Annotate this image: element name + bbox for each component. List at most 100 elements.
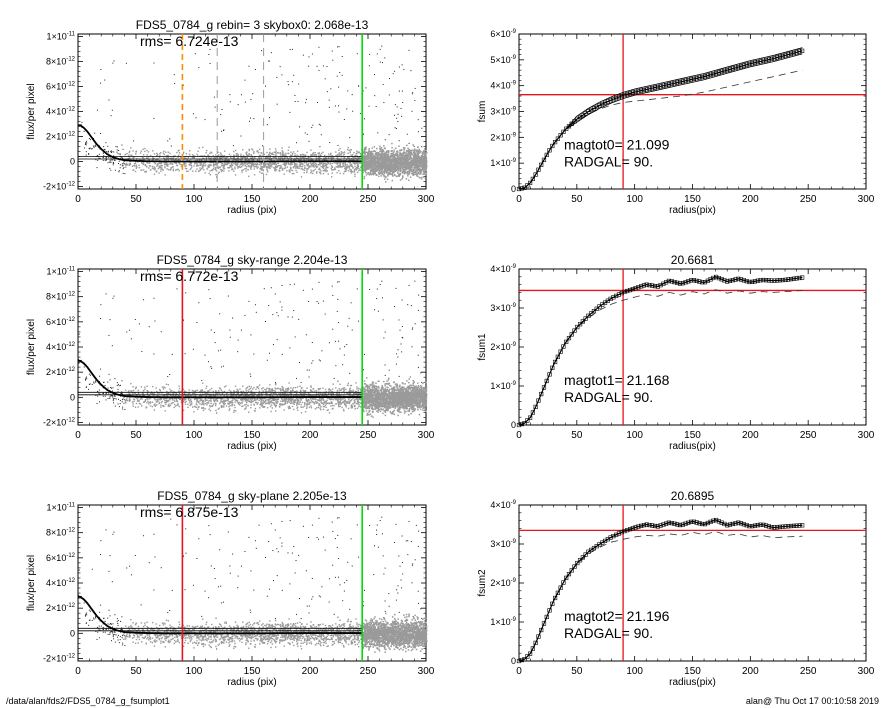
- data-point: [296, 142, 298, 144]
- data-point: [132, 150, 134, 152]
- data-point: [269, 166, 271, 168]
- data-point: [411, 170, 414, 173]
- data-point: [250, 162, 252, 165]
- data-point: [287, 149, 289, 151]
- data-point: [235, 155, 238, 157]
- data-point: [389, 155, 392, 157]
- data-point: [393, 174, 396, 177]
- data-point: [381, 151, 384, 153]
- data-point: [166, 161, 168, 164]
- data-point: [183, 151, 185, 153]
- data-point: [217, 172, 220, 174]
- data-point: [243, 162, 246, 165]
- data-point: [113, 159, 115, 161]
- data-point: [414, 100, 416, 102]
- data-point: [325, 170, 327, 173]
- data-point: [391, 142, 393, 145]
- data-point: [207, 166, 209, 168]
- data-point: [122, 164, 124, 166]
- data-point: [399, 156, 401, 159]
- data-point: [233, 156, 236, 159]
- data-point: [402, 157, 405, 159]
- data-point: [386, 153, 388, 156]
- data-point: [324, 156, 327, 159]
- data-point: [282, 152, 284, 154]
- data-point: [352, 154, 354, 156]
- data-point: [375, 169, 377, 172]
- data-point: [350, 170, 353, 172]
- data-point: [352, 156, 354, 159]
- data-point: [422, 166, 424, 169]
- data-point: [414, 166, 416, 168]
- data-point: [371, 166, 373, 169]
- data-point: [107, 151, 109, 153]
- data-point: [268, 305, 270, 307]
- data-point: [331, 176, 333, 178]
- data-point: [209, 62, 211, 64]
- data-point: [275, 166, 277, 169]
- data-point: [356, 53, 358, 55]
- data-point: [296, 166, 298, 168]
- data-point: [380, 153, 382, 156]
- data-point: [314, 154, 316, 157]
- data-point: [294, 153, 296, 155]
- data-point: [355, 166, 358, 169]
- data-point: [100, 82, 102, 84]
- data-point: [185, 157, 187, 160]
- x-tick-label: 250: [360, 430, 377, 441]
- data-point: [291, 48, 293, 50]
- data-point: [270, 52, 272, 54]
- data-point: [166, 158, 168, 161]
- data-point: [214, 168, 217, 171]
- data-point: [330, 152, 332, 155]
- data-point: [316, 166, 319, 168]
- data-point: [319, 162, 322, 164]
- data-point: [380, 163, 382, 165]
- data-point: [345, 166, 347, 168]
- data-point: [372, 154, 374, 156]
- data-point: [300, 382, 302, 384]
- data-point: [363, 168, 366, 170]
- data-point: [258, 159, 260, 161]
- data-point: [244, 79, 246, 81]
- data-point: [176, 168, 178, 171]
- data-point: [338, 153, 340, 155]
- data-point: [399, 168, 402, 171]
- data-point: [413, 171, 415, 174]
- data-point: [228, 159, 230, 161]
- data-point: [388, 134, 390, 136]
- data-point: [377, 132, 379, 134]
- data-point: [198, 67, 200, 69]
- data-point: [321, 166, 324, 169]
- data-point: [96, 155, 98, 157]
- data-point: [193, 157, 195, 159]
- data-point: [149, 45, 151, 47]
- data-point: [420, 171, 422, 174]
- data-point: [343, 153, 346, 155]
- data-point: [221, 108, 223, 110]
- data-point: [264, 388, 266, 391]
- data-point: [259, 171, 261, 173]
- data-point: [339, 348, 341, 350]
- data-point: [118, 171, 120, 173]
- data-point: [330, 159, 333, 161]
- data-point: [129, 160, 131, 163]
- data-point: [412, 173, 414, 176]
- data-point: [232, 168, 234, 170]
- data-point: [369, 151, 372, 154]
- data-point: [380, 146, 383, 149]
- data-point: [419, 160, 422, 163]
- data-point: [235, 153, 237, 155]
- data-point: [369, 53, 371, 55]
- data-point: [108, 373, 110, 375]
- data-point: [409, 164, 412, 166]
- data-point: [391, 146, 393, 149]
- data-point: [248, 153, 250, 155]
- data-point: [271, 153, 273, 155]
- data-point: [335, 162, 337, 164]
- data-point: [368, 105, 370, 107]
- data-point: [296, 150, 299, 152]
- data-point: [117, 163, 119, 165]
- data-point: [379, 168, 382, 171]
- data-point: [256, 163, 258, 166]
